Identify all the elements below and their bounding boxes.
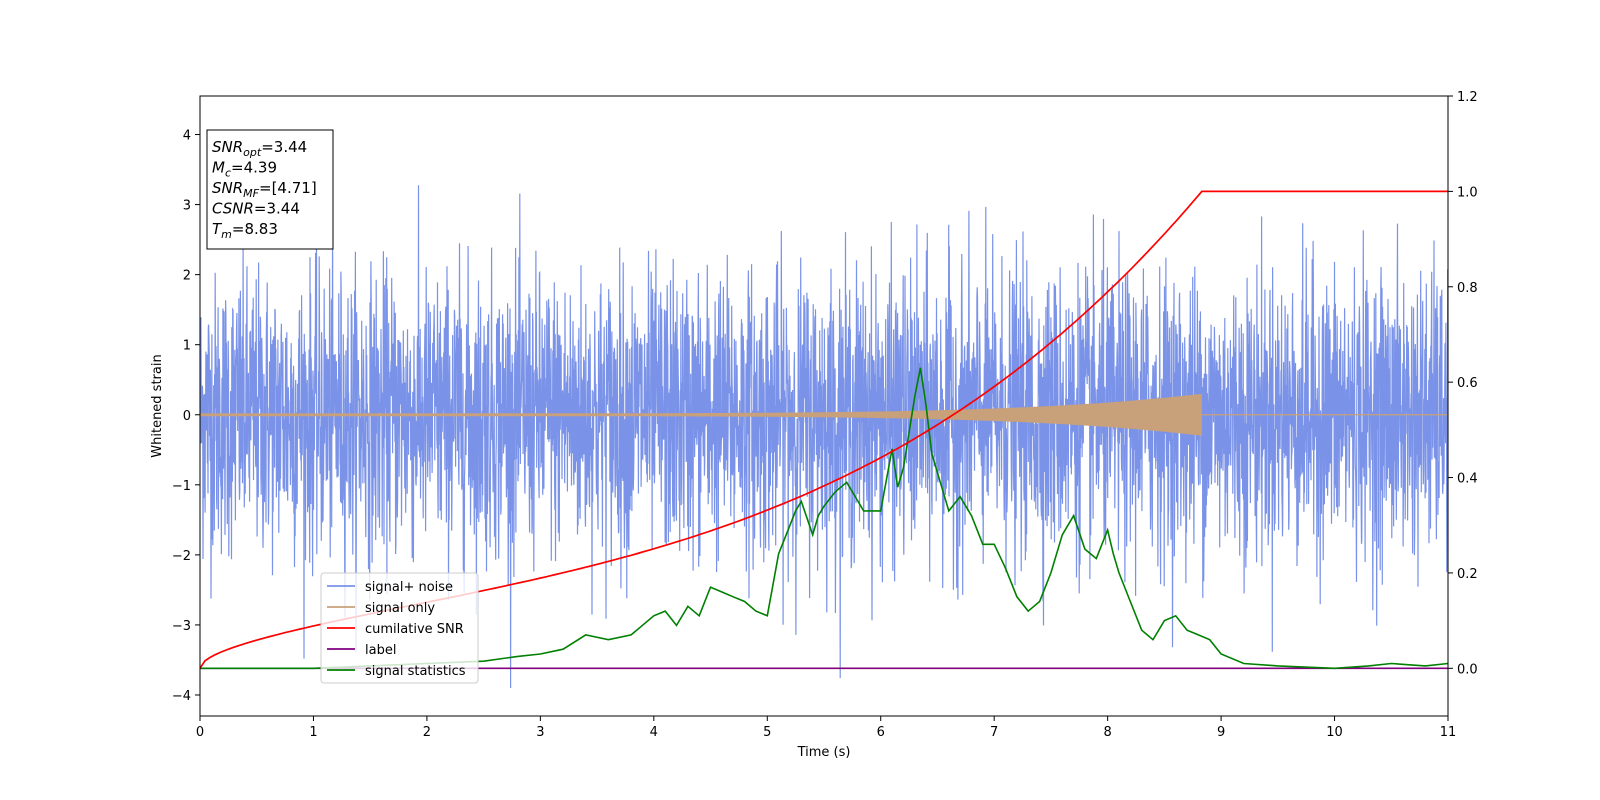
x-tick-label: 4 [650, 725, 658, 740]
legend-label: signal statistics [365, 664, 466, 679]
signal-only-series [200, 393, 1448, 436]
y-left-tick-label: −1 [172, 479, 191, 494]
x-tick-label: 7 [990, 725, 998, 740]
annotation-line: Mc=4.39 [212, 159, 277, 180]
x-tick-label: 8 [1103, 725, 1111, 740]
y-axis-left: −4 −3 −2 −1 0 1 2 3 4 [172, 129, 200, 704]
y-right-tick-label: 0.8 [1457, 281, 1478, 296]
legend-label: signal only [365, 601, 435, 616]
x-tick-label: 2 [423, 725, 431, 740]
x-tick-label: 0 [196, 725, 204, 740]
y-left-tick-label: 1 [183, 339, 191, 354]
y-left-tick-label: −3 [172, 619, 191, 634]
x-tick-label: 1 [309, 725, 317, 740]
y-left-tick-label: 3 [183, 199, 191, 214]
x-tick-label: 5 [763, 725, 771, 740]
y-right-tick-label: 1.0 [1457, 185, 1478, 200]
x-tick-label: 9 [1217, 725, 1225, 740]
x-axis-label: Time (s) [797, 745, 851, 760]
y-right-tick-label: 0.0 [1457, 662, 1478, 677]
y-right-tick-label: 0.6 [1457, 376, 1478, 391]
annotation-line: Tm=8.83 [212, 220, 278, 241]
x-tick-label: 6 [877, 725, 885, 740]
signal-only-envelope [200, 393, 1202, 436]
signal-noise-series [200, 185, 1448, 689]
x-axis: 0 1 2 3 4 5 6 7 8 9 10 11 [196, 716, 1456, 740]
annotation-frame [206, 129, 334, 250]
plot-frame [199, 95, 1449, 717]
y-axis-right: 0.0 0.2 0.4 0.6 0.8 1.0 1.2 [1448, 90, 1478, 677]
y-right-tick-label: 0.2 [1457, 567, 1478, 582]
y-left-tick-label: 4 [183, 129, 191, 144]
y-left-tick-label: −4 [172, 689, 191, 704]
annotation-line: CSNR=3.44 [212, 200, 300, 218]
y-left-tick-label: −2 [172, 549, 191, 564]
y-right-tick-label: 0.4 [1457, 472, 1478, 487]
y-axis-label: Whitened strain [150, 354, 165, 457]
annotation-line: SNRopt=3.44 [212, 138, 307, 159]
y-left-tick-label: 2 [183, 269, 191, 284]
legend-label: signal+ noise [365, 580, 453, 595]
annotation-line: SNRMF=[4.71] [212, 179, 317, 200]
x-tick-label: 10 [1326, 725, 1343, 740]
signal-statistics-series [200, 367, 1448, 670]
x-tick-label: 11 [1440, 725, 1457, 740]
legend-label: label [365, 643, 396, 658]
signal-statistics-line [200, 367, 1448, 670]
y-right-tick-label: 1.2 [1457, 90, 1478, 105]
legend-frame [320, 572, 479, 684]
x-tick-label: 3 [536, 725, 544, 740]
legend-label: cumilative SNR [365, 622, 464, 637]
signal-noise-line [200, 185, 1448, 689]
y-left-tick-label: 0 [183, 409, 191, 424]
legend: signal+ noise signal only cumilative SNR la… [320, 572, 479, 684]
